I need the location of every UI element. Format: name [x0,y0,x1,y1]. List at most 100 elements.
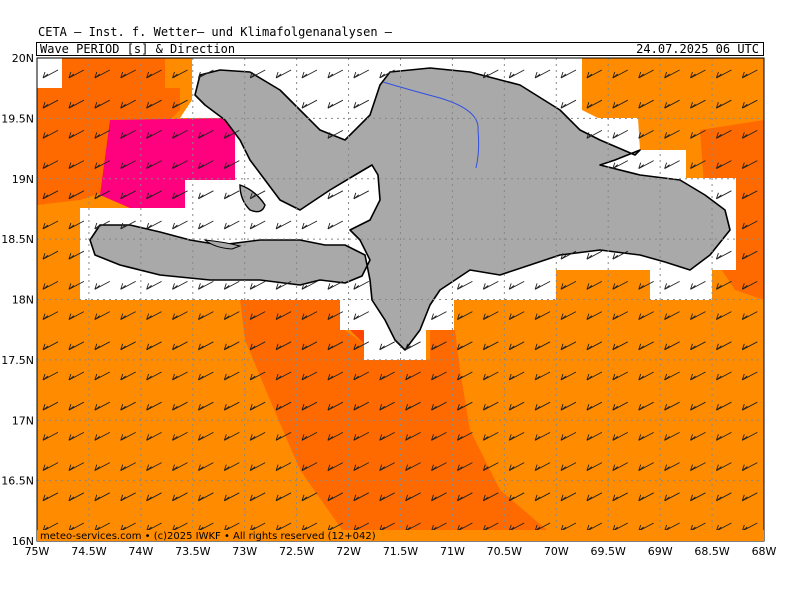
direction-arrow [612,432,629,441]
lon-tick-label: 70W [544,545,569,558]
direction-arrow [353,99,370,109]
direction-arrow [431,432,447,441]
direction-arrow [638,401,654,411]
direction-arrow [94,311,111,320]
direction-arrow [249,492,266,502]
direction-arrow [301,341,318,351]
direction-arrow [715,160,732,169]
direction-arrow [197,220,214,230]
direction-arrow [353,281,370,290]
direction-arrow [586,432,603,441]
direction-arrow [715,190,732,200]
direction-arrow [275,69,292,79]
direction-arrow [197,401,214,411]
direction-arrow [42,371,59,381]
direction-arrow [508,311,525,320]
direction-arrow [353,341,370,351]
direction-arrow [586,99,603,109]
direction-arrow [508,432,525,441]
direction-arrow [327,401,344,411]
direction-arrow [560,69,577,79]
direction-arrow [301,311,318,320]
direction-arrow [275,492,292,502]
direction-arrow [715,311,732,320]
direction-arrow [146,401,162,411]
direction-arrow [94,220,111,230]
lat-tick-label: 17N [12,414,34,427]
direction-arrow [690,341,706,351]
direction-arrow [94,190,111,200]
direction-arrow [379,492,395,502]
direction-arrow [405,492,421,502]
direction-arrow [301,401,318,411]
direction-arrow [42,341,59,351]
direction-arrow [223,341,240,351]
direction-arrow [301,462,318,471]
direction-arrow [664,462,680,471]
direction-arrow [534,281,551,290]
direction-arrow [42,130,59,139]
direction-arrow [741,220,758,230]
direction-arrow [327,341,344,351]
direction-arrow [741,311,758,320]
direction-arrow [94,401,111,411]
direction-arrow [612,99,629,109]
direction-arrow [42,99,59,109]
direction-arrow [146,311,162,320]
direction-arrow [715,130,732,139]
direction-arrow [405,432,421,441]
direction-arrow [638,160,654,169]
direction-arrow [301,492,318,502]
axis-ticks: 75W 74.5W 74W 73.5W 73W 72.5W 72W 71.5W 71W 70.5W… [1,52,776,558]
direction-arrow [560,371,577,381]
hispaniola-land [89,67,731,351]
direction-arrow [586,311,603,320]
direction-arrow [638,462,654,471]
direction-arrow [715,401,732,411]
lon-tick-label: 71.5W [383,545,418,558]
direction-arrow [249,432,266,441]
direction-arrow [715,432,732,441]
direction-arrow [68,311,85,320]
period-strip [165,58,185,88]
direction-arrow [456,432,473,441]
direction-arrow [146,130,162,139]
direction-arrow [741,250,758,260]
direction-arrow [508,281,525,290]
direction-arrow [327,281,344,290]
lon-tick-label: 74W [128,545,153,558]
direction-arrow [146,160,162,169]
lon-tick-label: 74.5W [71,545,106,558]
direction-arrow [612,462,629,471]
direction-arrow [638,69,654,79]
nodata-corner [37,58,62,88]
direction-arrow [612,69,629,79]
lon-tick-label: 68.5W [694,545,729,558]
direction-arrow [197,69,214,79]
direction-arrow [327,130,344,139]
direction-arrow [68,130,85,139]
direction-arrow [586,462,603,471]
direction-arrow [586,130,603,139]
direction-arrow [223,160,240,169]
direction-arrow [146,220,162,230]
direction-arrow [560,492,577,502]
direction-arrow [146,99,162,109]
direction-arrow [94,492,111,502]
direction-arrow [223,190,240,200]
header-title: CETA — Inst. f. Wetter— und Klimafolgena… [38,25,393,39]
direction-arrow [638,341,654,351]
direction-arrow [379,462,395,471]
direction-arrow [482,371,499,381]
direction-arrow [120,220,136,230]
lon-tick-label: 69.5W [591,545,626,558]
direction-arrow [353,432,370,441]
direction-arrow [172,160,188,169]
direction-arrow [146,492,162,502]
direction-arrow [560,401,577,411]
direction-arrow [715,99,732,109]
direction-arrow [120,160,136,169]
direction-arrow [223,130,240,139]
lat-tick-label: 18.5N [1,233,34,246]
